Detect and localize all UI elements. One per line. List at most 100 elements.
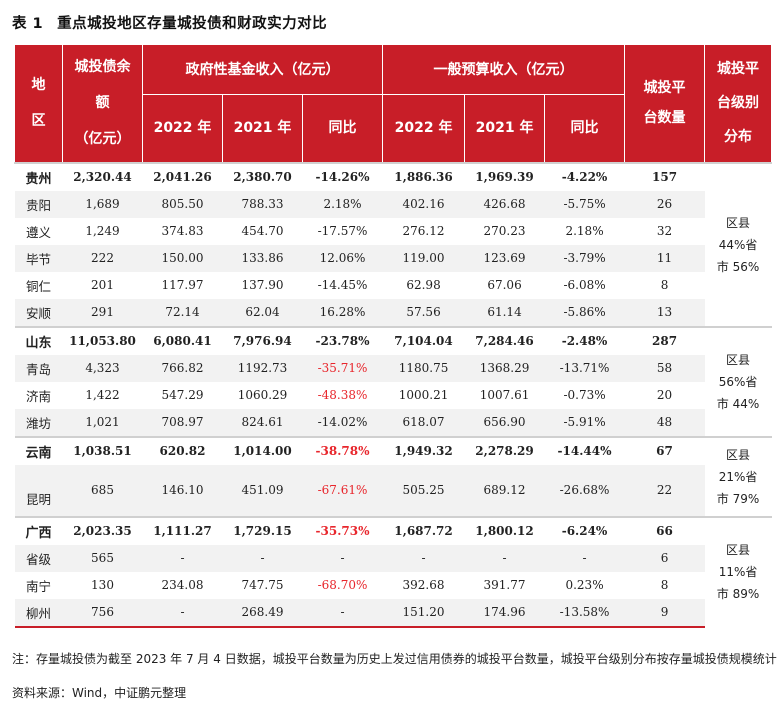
count-cell: 11 xyxy=(624,244,705,272)
region-cell: 青岛 xyxy=(14,354,63,382)
region-cell: 安顺 xyxy=(14,298,63,327)
table-title-text: 重点城投地区存量城投债和财政实力对比 xyxy=(57,16,328,32)
header-gf-yoy: 同比 xyxy=(301,94,384,163)
region-cell: 贵州 xyxy=(14,161,63,191)
debt-cell: 1,038.51 xyxy=(62,435,143,465)
gb-yoy-cell: -0.73% xyxy=(563,388,606,402)
gb-yoy-cell: -6.08% xyxy=(563,278,606,292)
gf-yoy-cell: -17.57% xyxy=(317,224,368,238)
debt-cell: 1,249 xyxy=(85,224,120,238)
gb-yoy-cell: -13.71% xyxy=(544,354,625,382)
gf-yoy-cell: -35.73% xyxy=(302,515,383,545)
gb-2022-cell: 392.68 xyxy=(402,578,445,592)
dist-line: 11%省 xyxy=(718,565,758,579)
gf-2022-cell: 150.00 xyxy=(142,244,223,272)
region-cell: 山东 xyxy=(14,325,63,355)
debt-cell: 11,053.80 xyxy=(62,325,143,355)
count-cell: 157 xyxy=(624,161,705,191)
header-debt-line2: 额 xyxy=(95,95,110,112)
gf-2021-cell: 133.86 xyxy=(222,244,303,272)
region-cell: 省级 xyxy=(14,544,63,572)
header-gb-yoy: 同比 xyxy=(544,94,626,163)
region-cell: 贵阳 xyxy=(14,190,63,218)
header-region-line1: 地 xyxy=(31,77,46,94)
gf-2022-cell: 117.97 xyxy=(161,278,204,292)
region-cell: 遵义 xyxy=(25,224,51,240)
gf-yoy-cell: - xyxy=(302,598,383,628)
region-cell: 南宁 xyxy=(25,578,51,594)
gf-yoy-cell: -14.45% xyxy=(317,278,368,292)
table-row: 济南 1,422 547.29 1060.29 -48.38% 1000.21 … xyxy=(15,382,772,409)
header-gb-2021: 2021 年 xyxy=(464,94,546,163)
dist-line: 56%省 xyxy=(718,374,758,389)
gb-2022-cell: 618.07 xyxy=(382,408,465,437)
debt-cell: 201 xyxy=(91,278,114,292)
region-cell: 云南 xyxy=(14,435,63,465)
table-row: 省级 565 - - - - - - 6 xyxy=(14,544,772,572)
dist-line: 区县 xyxy=(726,352,751,367)
gb-yoy-cell: -26.68% xyxy=(544,464,625,517)
debt-cell: 2,023.35 xyxy=(62,515,143,545)
header-gov-fund: 政府性基金收入（亿元） xyxy=(141,44,384,95)
debt-cell: 565 xyxy=(62,544,143,572)
gf-2021-cell: 62.04 xyxy=(222,298,303,327)
count-cell: 8 xyxy=(660,578,669,592)
gf-yoy-cell: -35.71% xyxy=(302,354,383,382)
gf-2022-cell: 234.08 xyxy=(161,578,204,592)
gf-yoy-cell: -23.78% xyxy=(302,325,383,355)
dist-line: 市 44% xyxy=(716,396,760,411)
gf-2022-cell: 766.82 xyxy=(142,354,223,382)
table-row: 昆明 685 146.10 451.09 -67.61% 505.25 689.… xyxy=(14,464,772,517)
table-row: 云南 1,038.51 620.82 1,014.00 -38.78% 1,94… xyxy=(14,435,772,517)
dist-line: 市 89% xyxy=(716,587,760,601)
gb-yoy-cell: -5.91% xyxy=(544,408,625,437)
debt-cell: 685 xyxy=(62,464,143,517)
gf-yoy-cell: -48.38% xyxy=(317,388,368,402)
gb-2022-cell: 1,949.32 xyxy=(382,435,465,465)
table-row: 铜仁 201 117.97 137.90 -14.45% 62.98 67.06… xyxy=(15,272,772,299)
gf-2021-cell: 747.75 xyxy=(241,578,284,592)
gf-yoy-cell: 16.28% xyxy=(302,298,383,327)
gb-yoy-cell: -5.75% xyxy=(544,190,625,218)
gf-2021-cell: 1,014.00 xyxy=(222,435,303,465)
gb-2021-cell: 1,969.39 xyxy=(464,161,545,191)
level-dist-cell: 区县 44%省 市 56% xyxy=(704,161,772,327)
dist-line: 21%省 xyxy=(718,469,758,484)
table-title: 表 1 重点城投地区存量城投债和财政实力对比 xyxy=(12,12,327,33)
level-dist-cell: 区县 56%省 市 44% xyxy=(704,325,772,437)
gb-2022-cell: 57.56 xyxy=(382,298,465,327)
gb-2022-cell: 1,886.36 xyxy=(382,161,465,191)
gb-yoy-cell: -5.86% xyxy=(544,298,625,327)
gf-2021-cell: 788.33 xyxy=(222,190,303,218)
header-debt-line3: （亿元） xyxy=(74,131,131,148)
debt-cell: 4,323 xyxy=(62,354,143,382)
header-debt-line1: 城投债余 xyxy=(74,59,131,76)
level-dist-cell: 区县 11%省 市 89% xyxy=(704,515,772,627)
header-dist-line1: 城投平 xyxy=(717,61,760,78)
gb-yoy-cell: - xyxy=(544,544,625,572)
table-row: 南宁 130 234.08 747.75 -68.70% 392.68 391.… xyxy=(15,572,772,599)
gf-2022-cell: 805.50 xyxy=(142,190,223,218)
gb-yoy-cell: 2.18% xyxy=(565,224,604,238)
dist-line: 44%省 xyxy=(718,237,758,252)
gf-yoy-cell: 2.18% xyxy=(302,190,383,218)
header-count-line2: 台数量 xyxy=(643,110,686,127)
gf-2022-cell: - xyxy=(142,544,223,572)
gb-yoy-cell: -3.79% xyxy=(544,244,625,272)
gf-2021-cell: 451.09 xyxy=(222,464,303,517)
gf-yoy-cell: -68.70% xyxy=(317,578,368,592)
table-row: 遵义 1,249 374.83 454.70 -17.57% 276.12 27… xyxy=(15,218,772,245)
table-row: 潍坊 1,021 708.97 824.61 -14.02% 618.07 65… xyxy=(14,408,772,437)
count-cell: 9 xyxy=(624,598,705,628)
gb-2021-cell: 2,278.29 xyxy=(464,435,545,465)
gf-yoy-cell: 12.06% xyxy=(302,244,383,272)
gf-2022-cell: 146.10 xyxy=(142,464,223,517)
gb-2021-cell: 1,800.12 xyxy=(464,515,545,545)
gb-2022-cell: 151.20 xyxy=(382,598,465,628)
gb-2022-cell: - xyxy=(382,544,465,572)
gb-2022-cell: 402.16 xyxy=(382,190,465,218)
gb-yoy-cell: -14.44% xyxy=(544,435,625,465)
gb-2022-cell: 119.00 xyxy=(382,244,465,272)
header-dist-line2: 台级别 xyxy=(717,95,760,112)
gb-2021-cell: 391.77 xyxy=(483,578,526,592)
